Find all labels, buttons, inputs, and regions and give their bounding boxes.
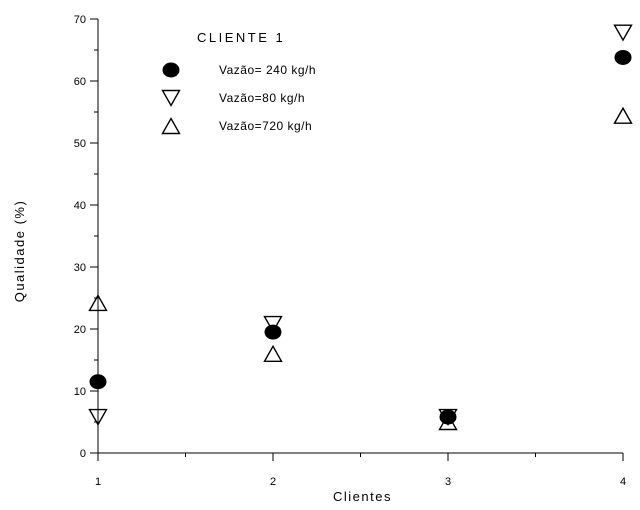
legend-label: Vazão= 240 kg/h	[219, 63, 316, 77]
y-tick-label: 60	[74, 76, 86, 88]
data-point	[263, 344, 283, 362]
x-tick-label: 3	[445, 476, 451, 488]
y-tick-label: 0	[80, 448, 86, 460]
legend-items: Vazão= 240 kg/h Vazão=80 kg/h Vazão=720 kg…	[161, 62, 316, 135]
x-tick-label: 1	[95, 476, 101, 488]
legend-title: CLIENTE 1	[197, 30, 285, 45]
legend-label: Vazão=720 kg/h	[219, 119, 312, 133]
legend-label: Vazão=80 kg/h	[219, 91, 305, 105]
legend-marker	[161, 117, 181, 135]
data-point	[613, 24, 633, 42]
x-axis-ticks: 1 2 3 4	[95, 453, 626, 488]
y-axis-ticks: 0 10 20 30 40 50 60 70	[74, 14, 98, 460]
y-tick-label: 50	[74, 138, 86, 150]
legend-item: Vazão= 240 kg/h	[162, 62, 316, 78]
data-point	[613, 106, 633, 124]
y-tick-label: 40	[74, 200, 86, 212]
x-tick-label: 4	[620, 476, 626, 488]
y-tick-label: 30	[74, 262, 86, 274]
legend-marker	[161, 89, 181, 107]
y-tick-label: 20	[74, 324, 86, 336]
legend-item: Vazão=720 kg/h	[161, 117, 312, 135]
y-tick-label: 10	[74, 386, 86, 398]
data-point	[88, 408, 108, 426]
y-tick-label: 70	[74, 14, 86, 26]
y-axis-title: Qualidade (%)	[12, 200, 27, 303]
data-point	[439, 409, 457, 425]
legend-marker	[162, 62, 180, 78]
series-2	[88, 24, 633, 426]
data-points	[88, 24, 633, 431]
data-point	[88, 294, 108, 312]
data-point	[438, 413, 458, 431]
data-point	[263, 315, 283, 333]
data-point	[614, 49, 632, 65]
series-3	[88, 106, 633, 431]
x-tick-label: 2	[270, 476, 276, 488]
data-point	[438, 408, 458, 426]
data-point	[89, 374, 107, 390]
x-axis-title: Clientes	[333, 489, 392, 504]
legend-item: Vazão=80 kg/h	[161, 89, 305, 107]
